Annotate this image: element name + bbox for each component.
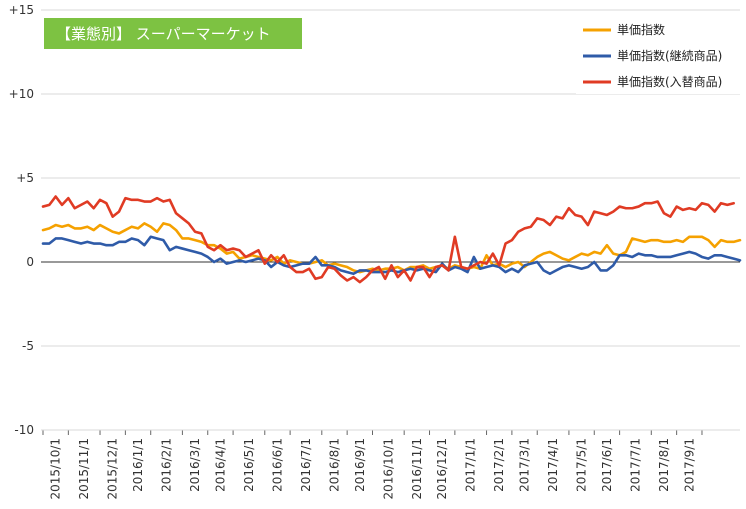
y-tick-label: 0 xyxy=(26,255,34,269)
x-tick-label: 2016/2/1 xyxy=(160,438,174,492)
x-tick-label: 2017/8/1 xyxy=(657,438,671,492)
x-tick-label: 2016/5/1 xyxy=(242,438,256,492)
legend-label: 単価指数(継続商品) xyxy=(617,48,722,63)
series-line-2 xyxy=(41,235,742,276)
x-tick-label: 2016/6/1 xyxy=(270,438,284,492)
x-tick-label: 2017/2/1 xyxy=(492,438,506,492)
x-tick-label: 2017/9/1 xyxy=(682,438,696,492)
title-box: 【業態別】 スーパーマーケット xyxy=(44,18,302,49)
x-tick-label: 2017/6/1 xyxy=(600,438,614,492)
x-tick-label: 2017/1/1 xyxy=(464,438,478,492)
y-tick-label: +15 xyxy=(9,3,34,17)
y-tick-label: -10 xyxy=(14,423,34,437)
x-tick-label: 2017/5/1 xyxy=(575,438,589,492)
legend-label: 単価指数 xyxy=(617,22,665,37)
x-tick-label: 2016/1/1 xyxy=(131,438,145,492)
y-tick-label: +10 xyxy=(9,87,34,101)
x-tick-label: 2015/11/1 xyxy=(77,438,91,500)
x-tick-label: 2016/9/1 xyxy=(353,438,367,492)
x-tick-label: 2016/10/1 xyxy=(381,438,395,500)
legend-label: 単価指数(入替商品) xyxy=(617,74,722,89)
x-tick-label: 2015/10/1 xyxy=(49,438,63,500)
x-tick-label: 2016/3/1 xyxy=(188,438,202,492)
x-axis-ticks: 2015/10/1 2015/11/1 2015/12/1 2016/1/1 2016/… xyxy=(41,429,740,500)
x-tick-label: 2016/8/1 xyxy=(327,438,341,492)
x-tick-label: 2016/4/1 xyxy=(213,438,227,492)
x-tick-label: 2015/12/1 xyxy=(106,438,120,500)
series-line-1 xyxy=(41,222,742,274)
x-tick-label: 2017/3/1 xyxy=(518,438,532,492)
chart-title: 【業態別】 スーパーマーケット xyxy=(56,25,271,43)
series-group xyxy=(41,195,742,284)
y-tick-label: +5 xyxy=(16,171,34,185)
series-line-3 xyxy=(41,195,735,284)
x-tick-label: 2016/12/1 xyxy=(435,438,449,500)
x-tick-label: 2016/11/1 xyxy=(410,438,424,500)
y-axis-ticks: +15 +10 +5 0 -5 -10 xyxy=(9,3,34,437)
x-tick-label: 2016/7/1 xyxy=(299,438,313,492)
x-tick-label: 2017/7/1 xyxy=(628,438,642,492)
y-tick-label: -5 xyxy=(22,339,34,353)
x-tick-label: 2017/4/1 xyxy=(546,438,560,492)
